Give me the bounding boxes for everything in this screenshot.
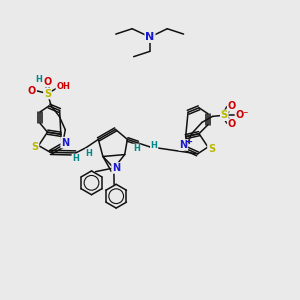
Text: H: H <box>72 154 79 164</box>
Text: H: H <box>151 141 158 150</box>
Text: S: S <box>221 110 228 120</box>
Text: O: O <box>228 101 236 111</box>
Text: O: O <box>28 85 36 96</box>
Text: S: S <box>208 144 215 154</box>
Text: S: S <box>44 88 51 98</box>
Text: N: N <box>61 138 69 148</box>
Text: N: N <box>146 32 154 42</box>
Text: H: H <box>133 144 140 153</box>
Text: O: O <box>43 76 52 87</box>
Text: H: H <box>85 149 92 158</box>
Text: O: O <box>228 119 236 129</box>
Text: OH: OH <box>56 82 70 91</box>
Text: H: H <box>36 75 43 84</box>
Text: O⁻: O⁻ <box>236 110 249 120</box>
Text: S: S <box>32 142 38 152</box>
Text: N: N <box>179 140 188 150</box>
Text: +: + <box>185 137 192 146</box>
Text: N: N <box>112 163 120 173</box>
